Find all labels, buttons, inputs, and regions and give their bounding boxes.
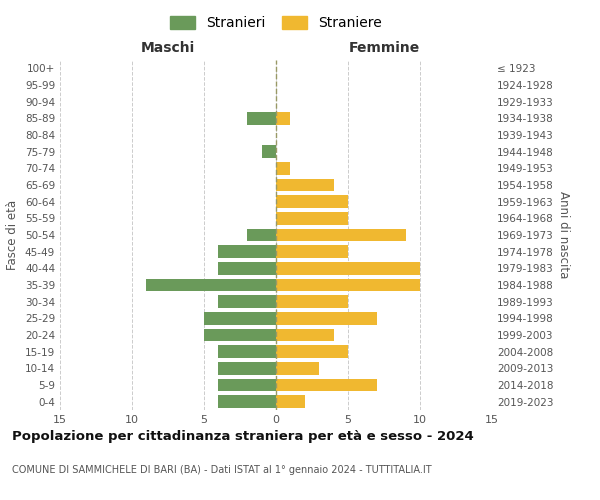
Bar: [218, 246, 276, 258]
Bar: [276, 379, 377, 391]
Bar: [276, 162, 290, 174]
Bar: [146, 279, 276, 291]
Y-axis label: Fasce di età: Fasce di età: [7, 200, 19, 270]
Bar: [276, 179, 334, 192]
Bar: [218, 262, 276, 274]
Bar: [276, 262, 420, 274]
Bar: [262, 146, 276, 158]
Y-axis label: Anni di nascita: Anni di nascita: [557, 192, 570, 278]
Bar: [247, 112, 276, 124]
Bar: [276, 196, 348, 208]
Bar: [247, 229, 276, 241]
Bar: [276, 296, 348, 308]
Bar: [218, 346, 276, 358]
Bar: [276, 396, 305, 408]
Bar: [276, 229, 406, 241]
Text: Maschi: Maschi: [141, 41, 195, 55]
Bar: [276, 212, 348, 224]
Bar: [276, 346, 348, 358]
Bar: [276, 329, 334, 341]
Text: Popolazione per cittadinanza straniera per età e sesso - 2024: Popolazione per cittadinanza straniera p…: [12, 430, 474, 443]
Bar: [204, 312, 276, 324]
Bar: [276, 279, 420, 291]
Bar: [218, 296, 276, 308]
Bar: [276, 246, 348, 258]
Bar: [204, 329, 276, 341]
Bar: [218, 362, 276, 374]
Text: Femmine: Femmine: [349, 41, 419, 55]
Legend: Stranieri, Straniere: Stranieri, Straniere: [166, 12, 386, 34]
Bar: [276, 312, 377, 324]
Bar: [276, 112, 290, 124]
Bar: [218, 379, 276, 391]
Bar: [218, 396, 276, 408]
Bar: [276, 362, 319, 374]
Text: COMUNE DI SAMMICHELE DI BARI (BA) - Dati ISTAT al 1° gennaio 2024 - TUTTITALIA.I: COMUNE DI SAMMICHELE DI BARI (BA) - Dati…: [12, 465, 431, 475]
